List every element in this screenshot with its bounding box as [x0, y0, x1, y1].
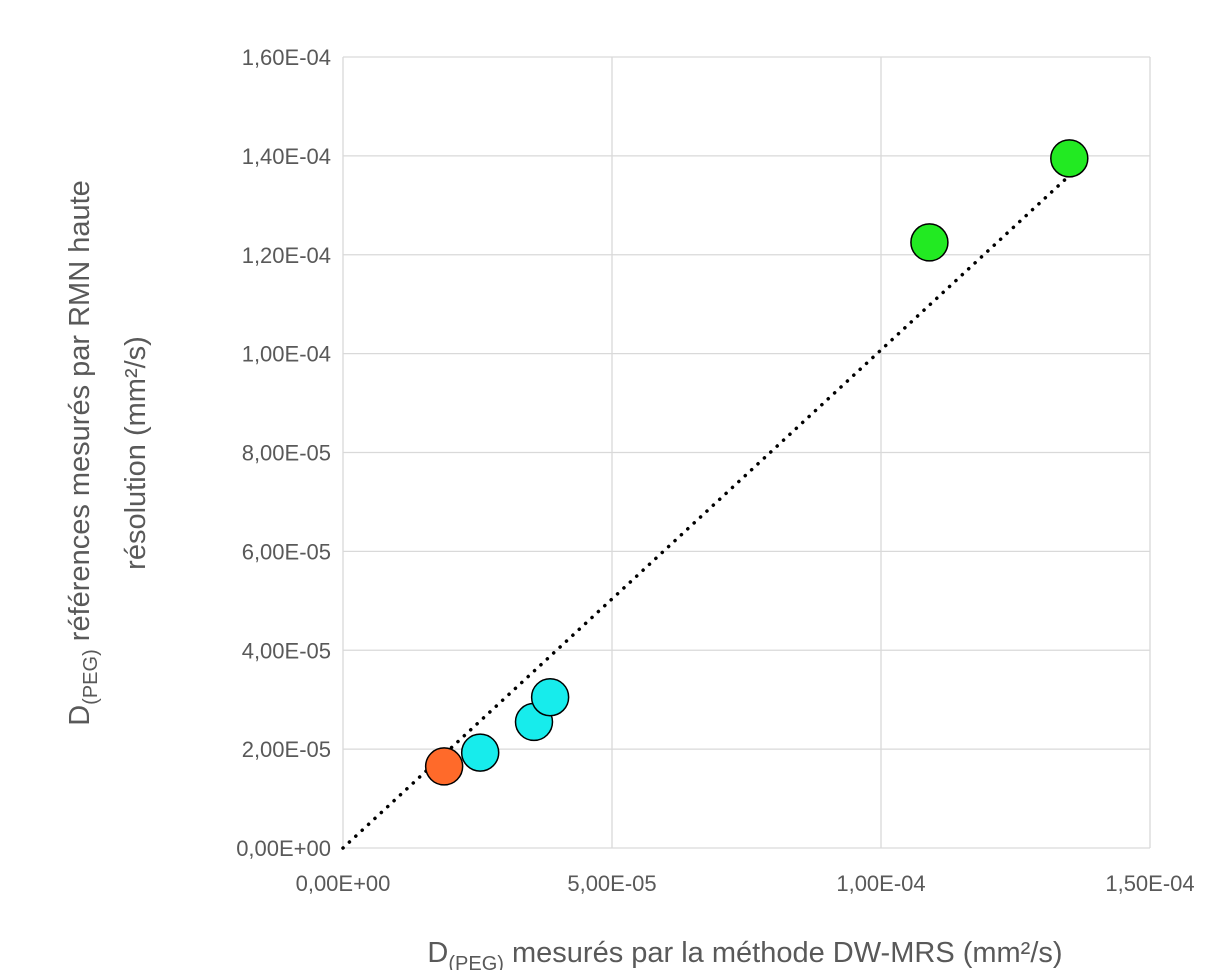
y-axis-title-line2: résolution (mm²/s) [120, 336, 152, 570]
y-tick-label: 8,00E-05 [242, 441, 331, 466]
scatter-point [1050, 139, 1089, 178]
trendline-group [341, 173, 1072, 850]
y-tick-label: 1,00E-04 [242, 342, 331, 367]
chart-gridlines [342, 56, 1151, 849]
y-axis-title-group: D(PEG) références mesurés par RMN haute … [64, 180, 152, 726]
y-axis-ticks: 0,00E+00 2,00E-05 4,00E-05 6,00E-05 8,00E-05… [236, 45, 331, 861]
y-tick-label: 1,20E-04 [242, 243, 331, 268]
data-points [424, 139, 1089, 786]
x-tick-label: 0,00E+00 [296, 871, 391, 896]
y-tick-label: 4,00E-05 [242, 638, 331, 663]
scatter-point [910, 223, 949, 262]
x-tick-label: 1,50E-04 [1105, 871, 1194, 896]
x-tick-label: 1,00E-04 [836, 871, 925, 896]
y-tick-label: 2,00E-05 [242, 737, 331, 762]
y-tick-label: 0,00E+00 [236, 836, 331, 861]
y-tick-label: 1,40E-04 [242, 144, 331, 169]
scatter-point [530, 677, 570, 717]
x-axis-ticks: 0,00E+00 5,00E-05 1,00E-04 1,50E-04 [296, 871, 1195, 896]
y-axis-title-line1: D(PEG) références mesurés par RMN haute [64, 180, 102, 726]
trendline [341, 173, 1072, 850]
x-tick-label: 5,00E-05 [567, 871, 656, 896]
y-tick-label: 1,60E-04 [242, 45, 331, 70]
scatter-point [460, 733, 500, 772]
y-tick-label: 6,00E-05 [242, 539, 331, 564]
scatter-point [424, 747, 464, 786]
x-axis-title: D(PEG) mesurés par la méthode DW-MRS (mm… [427, 937, 1062, 970]
